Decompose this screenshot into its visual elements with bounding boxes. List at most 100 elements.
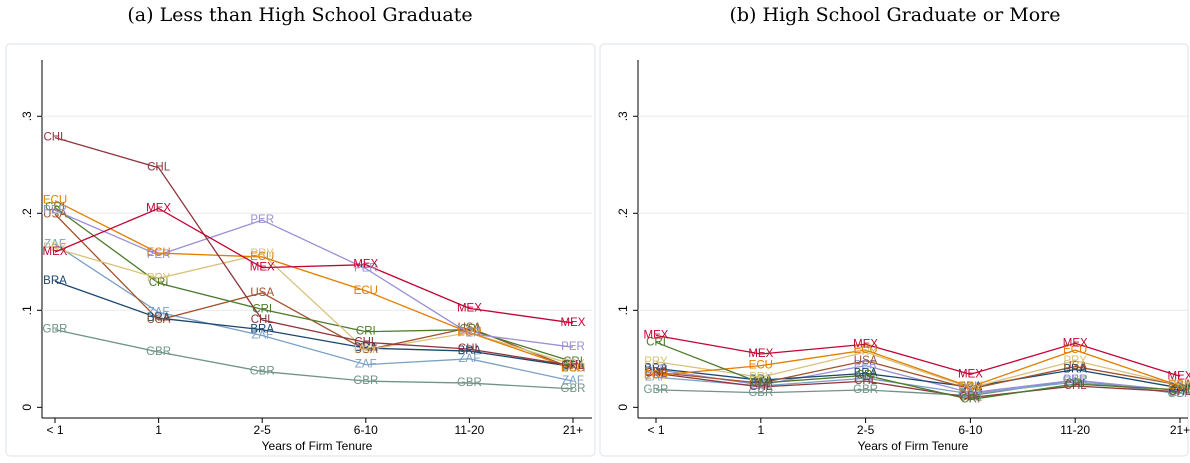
- point-label: CRI: [751, 377, 771, 389]
- point-label: BRA: [250, 324, 274, 336]
- point-label: PRY: [1063, 355, 1087, 367]
- point-label: BRA: [644, 363, 668, 375]
- point-label: USA: [458, 322, 482, 334]
- point-label: USA: [644, 366, 668, 378]
- point-label: CRI: [1065, 378, 1085, 390]
- point-label: CHL: [1064, 380, 1088, 392]
- x-tick-label: 21+: [563, 423, 583, 437]
- point-label: GBR: [146, 346, 171, 358]
- point-label: ECU: [958, 381, 982, 393]
- point-label: MEX: [353, 259, 378, 271]
- point-label: ECU: [644, 369, 668, 381]
- point-label: CRI: [1170, 384, 1190, 396]
- point-label: CHL: [561, 360, 585, 372]
- point-label: BRA: [354, 342, 378, 354]
- x-tick-label: 21+: [1170, 423, 1190, 437]
- point-label: ECU: [561, 363, 585, 375]
- point-label: ZAF: [960, 388, 982, 400]
- point-label: CRI: [356, 326, 376, 338]
- point-label: PRY: [43, 242, 67, 254]
- point-label: USA: [749, 377, 773, 389]
- x-axis-label: Years of Firm Tenure: [262, 439, 373, 453]
- point-label: BRA: [458, 345, 482, 357]
- point-label: ZAF: [562, 375, 584, 387]
- series-line: [655, 367, 1181, 389]
- series-line: [54, 209, 574, 348]
- point-label: USA: [147, 314, 171, 326]
- point-label: GBR: [958, 390, 983, 402]
- x-tick-label: 6-10: [958, 423, 982, 437]
- point-label: MEX: [457, 302, 482, 314]
- x-tick-label: 2-5: [254, 423, 272, 437]
- point-label: USA: [1063, 361, 1087, 373]
- point-label: MEX: [43, 246, 68, 258]
- point-label: ECU: [354, 285, 378, 297]
- point-label: MEX: [250, 262, 275, 274]
- point-label: PRY: [959, 382, 983, 394]
- point-label: PRY: [749, 371, 773, 383]
- y-tick-label: .3: [20, 111, 34, 121]
- point-label: ECU: [1168, 380, 1190, 392]
- point-label: CRI: [459, 324, 479, 336]
- point-label: MEX: [748, 348, 773, 360]
- point-label: CRI: [856, 369, 876, 381]
- point-label: PRY: [561, 359, 585, 371]
- point-label: ZAF: [750, 380, 772, 392]
- y-tick-label: .2: [20, 208, 34, 218]
- y-tick-label: 0: [616, 404, 630, 411]
- point-label: PRY: [354, 344, 378, 356]
- panel-title: (a) Less than High School Graduate: [127, 4, 472, 26]
- point-label: GBR: [353, 375, 378, 387]
- point-label: BRA: [749, 374, 773, 386]
- point-label: GBR: [748, 387, 773, 399]
- panel-frame: [599, 43, 1189, 457]
- x-tick-label: 11-20: [454, 423, 484, 437]
- point-label: ZAF: [1064, 376, 1086, 388]
- point-label: USA: [1168, 379, 1190, 391]
- panel-title: (b) High School Graduate or More: [729, 4, 1060, 26]
- x-tick-label: 6-10: [354, 423, 378, 437]
- series-line: [54, 329, 574, 390]
- series-line: [54, 243, 574, 382]
- point-label: GBR: [644, 384, 669, 396]
- series-line: [655, 334, 1181, 377]
- point-label: PER: [354, 263, 378, 275]
- point-label: CHL: [749, 381, 773, 393]
- point-label: CRI: [646, 336, 666, 348]
- point-label: ZAF: [1169, 387, 1190, 399]
- x-tick-label: 11-20: [1060, 423, 1090, 437]
- series-line: [655, 360, 1181, 390]
- x-tick-label: 1: [757, 423, 764, 437]
- point-label: BRA: [43, 275, 67, 287]
- point-label: CHL: [1168, 386, 1190, 398]
- point-label: BRA: [561, 361, 585, 373]
- point-label: MEX: [853, 338, 878, 350]
- series-line: [54, 206, 574, 363]
- point-label: ZAF: [645, 371, 667, 383]
- point-label: PRY: [854, 346, 878, 358]
- point-label: PRY: [250, 248, 274, 260]
- series-line: [54, 200, 574, 370]
- panel-frame: [5, 43, 596, 457]
- point-label: BRA: [1168, 382, 1190, 394]
- series-line: [655, 341, 1181, 401]
- point-label: GBR: [457, 377, 482, 389]
- point-label: USA: [854, 355, 878, 367]
- point-label: MEX: [644, 330, 669, 342]
- x-axis-label: Years of Firm Tenure: [858, 439, 969, 453]
- point-label: MEX: [958, 368, 983, 380]
- point-label: MEX: [561, 317, 586, 329]
- point-label: CHL: [43, 132, 67, 144]
- point-label: CHL: [354, 336, 378, 348]
- point-label: PER: [43, 204, 67, 216]
- point-label: ECU: [1063, 344, 1087, 356]
- point-label: PER: [458, 328, 482, 340]
- series-line: [655, 364, 1181, 394]
- point-label: ZAF: [459, 353, 481, 365]
- point-label: GBR: [853, 384, 878, 396]
- series-line: [54, 136, 574, 367]
- point-label: GBR: [43, 324, 68, 336]
- point-label: BRA: [959, 381, 983, 393]
- point-label: PER: [1168, 385, 1190, 397]
